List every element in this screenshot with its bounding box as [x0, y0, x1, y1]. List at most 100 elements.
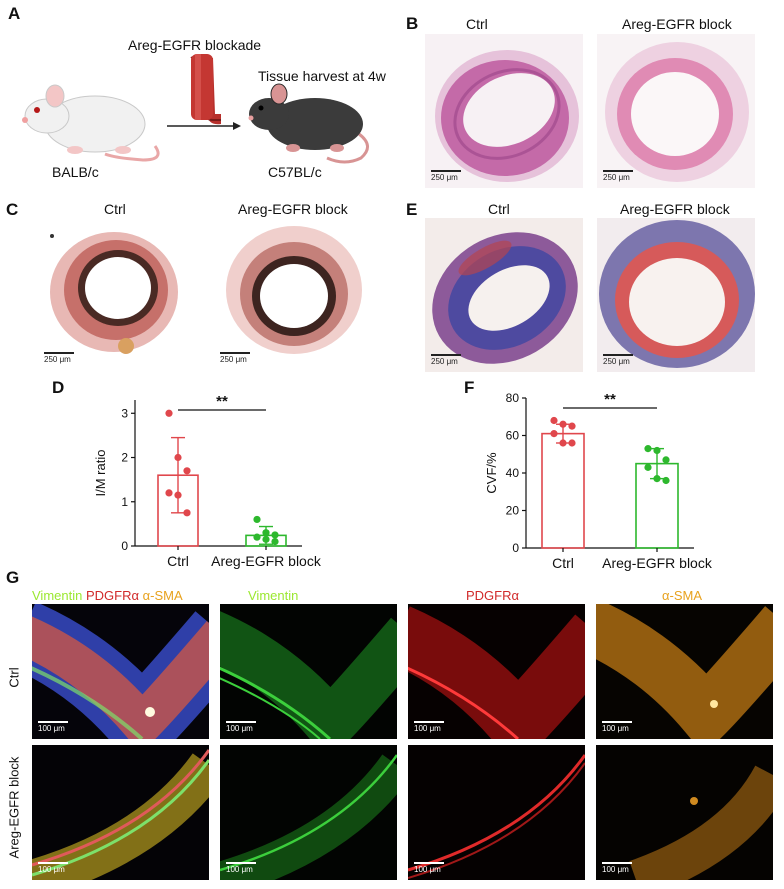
scale-label: 100 μm: [414, 865, 441, 874]
significance-label: **: [604, 391, 616, 408]
recipient-label: C57BL/c: [268, 164, 322, 180]
y-tick-label: 0: [512, 541, 519, 555]
data-point: [662, 476, 670, 485]
data-point: [644, 445, 652, 453]
merge-label-asma: α-SMA: [142, 588, 183, 603]
panel-a-letter: A: [8, 4, 21, 23]
panel-b-letter: B: [406, 14, 419, 33]
merge-label-vimentin: Vimentin: [32, 588, 83, 603]
data-point: [253, 533, 261, 541]
row-label-ctrl-wrap: Ctrl: [4, 630, 24, 730]
bar: [541, 432, 585, 549]
scale-label: 100 μm: [602, 724, 629, 733]
y-tick-label: 40: [506, 466, 520, 480]
row-label-block-wrap: Areg-EGFR block: [4, 740, 24, 880]
data-point: [165, 489, 173, 497]
masson-image-ctrl: 250 μm: [425, 218, 583, 372]
channel-label-pdgfra: PDGFRα: [466, 588, 520, 603]
treatment-label: Areg-EGFR blockade: [128, 37, 262, 53]
masson-image-block: 250 μm: [597, 218, 755, 372]
x-tick-label: Ctrl: [167, 553, 189, 569]
data-point: [662, 456, 670, 464]
he-image-ctrl: 250 μm: [425, 34, 583, 188]
scale-label: 250 μm: [603, 173, 630, 182]
scale-label: 250 μm: [431, 357, 458, 366]
y-tick-label: 60: [506, 429, 520, 443]
fluo-ctrl-merge: 100 μm: [32, 604, 209, 739]
panel-e-title-block: Areg-EGFR block: [620, 201, 730, 217]
data-point: [550, 416, 558, 425]
data-point: [559, 420, 567, 428]
data-point: [262, 529, 270, 537]
row-label-ctrl: Ctrl: [6, 667, 22, 688]
data-point: [174, 453, 182, 462]
scale-label: 100 μm: [226, 865, 253, 874]
evg-image-block: 250 μm: [214, 220, 372, 370]
scale-label: 100 μm: [38, 724, 65, 733]
data-point: [644, 463, 652, 471]
data-point: [559, 439, 567, 447]
data-point: [165, 409, 173, 417]
data-point: [262, 535, 270, 543]
panel-e-letter: E: [406, 200, 418, 219]
arrow-head-icon: [233, 122, 241, 130]
chart-cvf: 0 20 40 60 80 CVF/% Ctrl Areg-EGFR block **: [484, 391, 713, 571]
x-tick-label: Areg-EGFR block: [211, 553, 322, 569]
data-point: [271, 537, 279, 546]
scale-label: 100 μm: [38, 865, 65, 874]
panel-c-title-ctrl: Ctrl: [104, 201, 126, 217]
merge-label-pdgfra: PDGFRα: [85, 588, 139, 603]
data-point: [568, 439, 576, 447]
he-image-block: 250 μm: [597, 34, 755, 188]
data-point: [271, 531, 279, 539]
data-point: [653, 446, 661, 455]
y-tick-label: 1: [121, 495, 128, 509]
data-point: [253, 515, 261, 524]
panel-f-letter: F: [464, 378, 475, 397]
panel-e-title-ctrl: Ctrl: [488, 201, 510, 217]
panel-c-letter: C: [6, 200, 19, 219]
row-label-block: Areg-EGFR block: [6, 756, 22, 859]
y-tick-label: 3: [121, 406, 128, 420]
harvest-label: Tissue harvest at 4w: [258, 68, 386, 84]
data-point: [568, 422, 576, 430]
scale-label: 100 μm: [602, 865, 629, 874]
x-tick-label: Ctrl: [552, 555, 574, 571]
channel-label-vimentin: Vimentin: [248, 588, 299, 603]
chart-im-ratio: 0 1 2 3 I/M ratio Ctrl Areg-EGFR block **: [93, 393, 322, 569]
merge-title: Vimentin PDGFRα α-SMA: [32, 588, 183, 603]
fluo-block-pdgfra: 100 μm: [408, 745, 585, 880]
y-axis-label: I/M ratio: [93, 450, 108, 497]
transplant-schematic: [22, 54, 369, 164]
y-axis-label: CVF/%: [484, 452, 499, 494]
y-tick-label: 0: [121, 539, 128, 553]
y-tick-label: 2: [121, 451, 128, 465]
data-point: [183, 509, 191, 517]
data-point: [183, 467, 191, 475]
balbc-mouse-icon: [22, 84, 160, 162]
data-point: [550, 430, 558, 438]
fluo-ctrl-asma: 100 μm: [596, 604, 773, 739]
fluo-block-asma: 100 μm: [596, 745, 773, 880]
scale-label: 100 μm: [226, 724, 253, 733]
evg-image-ctrl: 250 μm: [38, 220, 188, 370]
aorta-graft-icon: [190, 54, 221, 125]
scale-label: 250 μm: [431, 173, 458, 182]
c57bl-mouse-icon: [248, 83, 369, 164]
fluo-ctrl-pdgfra: 100 μm: [408, 604, 585, 739]
fluo-block-merge: 100 μm: [32, 745, 209, 880]
significance-label: **: [216, 393, 228, 410]
panel-c-title-block: Areg-EGFR block: [238, 201, 348, 217]
x-tick-label: Areg-EGFR block: [602, 555, 713, 571]
scale-label: 100 μm: [414, 724, 441, 733]
data-point: [653, 475, 661, 483]
panel-b-title-block: Areg-EGFR block: [622, 16, 732, 32]
fluo-ctrl-vimentin: 100 μm: [220, 604, 397, 739]
channel-label-asma: α-SMA: [662, 588, 703, 603]
panel-g-letter: G: [6, 568, 20, 587]
panel-d-letter: D: [52, 378, 65, 397]
fluo-block-vimentin: 100 μm: [220, 745, 397, 880]
donor-label: BALB/c: [52, 164, 99, 180]
panel-b-title-ctrl: Ctrl: [466, 16, 488, 32]
y-tick-label: 80: [506, 391, 520, 405]
